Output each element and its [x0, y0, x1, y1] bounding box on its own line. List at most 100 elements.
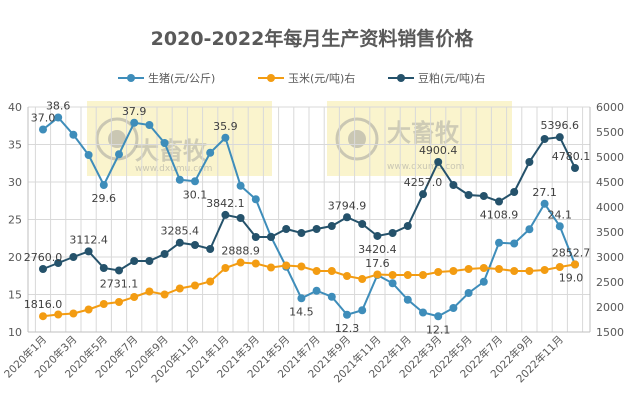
y-left-tick-label: 15	[8, 289, 22, 302]
data-point	[69, 253, 78, 261]
data-label: 19.0	[559, 272, 584, 285]
data-label: 30.1	[183, 188, 208, 201]
data-point	[84, 305, 93, 314]
data-point	[221, 133, 230, 142]
data-point	[84, 151, 93, 159]
data-point	[206, 245, 215, 253]
data-point	[191, 177, 199, 186]
data-point	[449, 304, 458, 312]
data-point	[115, 150, 123, 159]
data-label: 14.5	[289, 305, 314, 318]
watermark: 大畜牧 www.dxumu.com	[327, 101, 512, 176]
data-point	[160, 290, 169, 299]
y-right-tick-label: 4000	[596, 201, 624, 214]
data-label: 3285.4	[161, 225, 200, 238]
y-right-tick-label: 5500	[596, 126, 624, 139]
y-right-tick-label: 3000	[596, 251, 624, 264]
data-label: 12.1	[426, 323, 451, 336]
y-right-tick-label: 4500	[596, 176, 624, 189]
y-right-tick-label: 2000	[596, 301, 624, 314]
data-point	[99, 264, 108, 272]
legend-label: 豆粕(元/吨)右	[418, 71, 485, 85]
data-point	[267, 263, 275, 272]
data-point	[373, 231, 382, 240]
data-point	[69, 309, 78, 318]
watermark-url: www.dxumu.com	[387, 162, 464, 172]
data-point	[327, 222, 336, 230]
data-point	[84, 247, 93, 256]
data-point	[464, 265, 473, 273]
data-point	[388, 279, 397, 288]
data-point	[99, 300, 108, 308]
data-point	[236, 214, 245, 222]
data-point	[282, 225, 291, 233]
data-point	[479, 277, 488, 286]
data-point	[510, 188, 519, 196]
y-left-tick-label: 40	[8, 101, 22, 114]
data-label: 5396.6	[541, 119, 580, 132]
data-label: 29.6	[92, 192, 117, 205]
data-point	[434, 157, 443, 166]
data-point	[343, 213, 351, 222]
data-point	[160, 250, 169, 258]
data-label: 37.9	[122, 105, 147, 118]
data-point	[388, 271, 397, 279]
data-label: 2760.0	[24, 251, 63, 264]
legend-marker	[397, 74, 405, 82]
y-left-tick-label: 35	[8, 139, 22, 152]
data-point	[236, 258, 245, 267]
data-point	[540, 199, 549, 208]
data-label: 37.0	[31, 112, 56, 125]
series-line	[42, 116, 576, 318]
data-point	[251, 233, 260, 241]
data-point	[343, 310, 351, 319]
y-left-tick-label: 25	[8, 214, 22, 227]
data-point	[206, 148, 215, 157]
chart-title: 2020-2022年每月生产资料销售价格	[151, 27, 475, 50]
data-point	[267, 233, 275, 241]
data-label: 24.1	[548, 208, 573, 221]
data-point	[403, 222, 412, 230]
y-right-tick-label: 5000	[596, 151, 624, 164]
data-point	[510, 239, 519, 248]
data-point	[282, 261, 291, 270]
data-point	[251, 195, 260, 204]
data-point	[312, 225, 321, 233]
data-point	[312, 286, 321, 295]
data-label: 12.3	[335, 322, 360, 335]
data-label: 2731.1	[100, 277, 139, 290]
data-point	[419, 190, 427, 199]
data-point	[327, 292, 336, 301]
data-label: 3420.4	[358, 243, 397, 256]
data-label: 38.6	[46, 100, 71, 113]
data-point	[39, 125, 47, 134]
data-point	[251, 259, 260, 268]
data-point	[130, 257, 139, 265]
data-point	[145, 121, 154, 129]
data-point	[54, 310, 63, 319]
data-label: 2852.7	[552, 246, 591, 259]
data-label: 4108.9	[480, 209, 519, 222]
data-point	[449, 267, 458, 275]
data-point	[191, 241, 199, 249]
y-right-tick-label: 1500	[596, 326, 624, 339]
y-left-tick-label: 10	[8, 326, 22, 339]
data-point	[39, 312, 47, 321]
data-point	[464, 191, 473, 199]
data-point	[175, 238, 184, 247]
data-point	[191, 281, 199, 290]
data-point	[175, 284, 184, 293]
data-point	[358, 306, 367, 315]
data-point	[358, 220, 367, 228]
data-point	[403, 271, 412, 279]
data-point	[297, 229, 306, 237]
data-point	[495, 197, 503, 206]
data-point	[160, 139, 169, 147]
data-label: 4900.4	[419, 144, 458, 157]
data-label: 3794.9	[328, 199, 367, 212]
data-point	[403, 295, 412, 304]
data-point	[54, 259, 63, 267]
data-point	[555, 222, 564, 231]
